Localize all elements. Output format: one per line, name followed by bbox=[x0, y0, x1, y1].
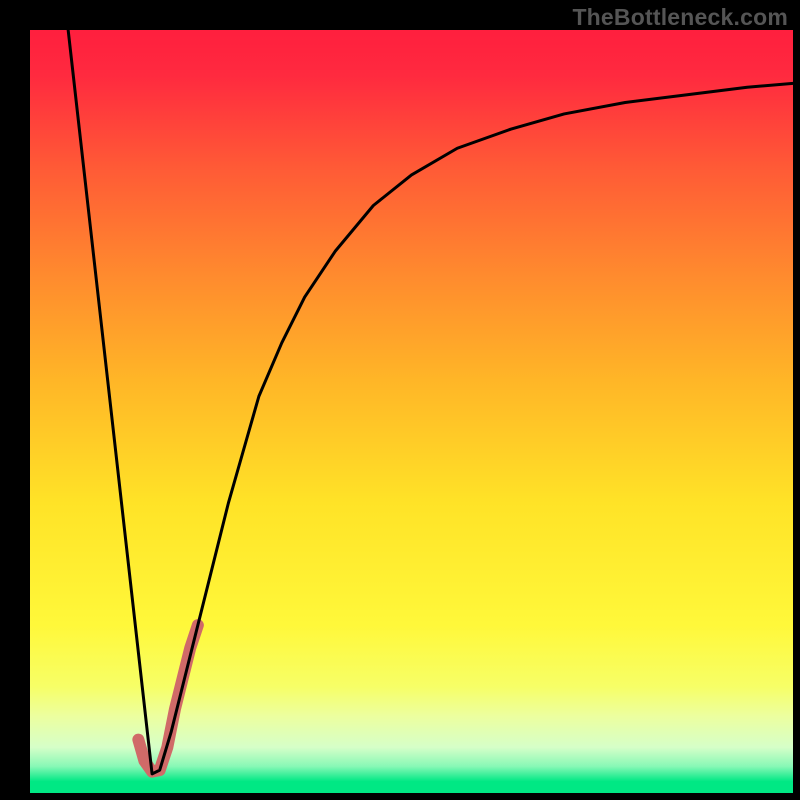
chart-container: TheBottleneck.com bbox=[0, 0, 800, 800]
plot-svg bbox=[30, 30, 793, 793]
watermark-text: TheBottleneck.com bbox=[572, 4, 788, 31]
plot-area bbox=[30, 30, 793, 793]
gradient-background bbox=[30, 30, 793, 793]
